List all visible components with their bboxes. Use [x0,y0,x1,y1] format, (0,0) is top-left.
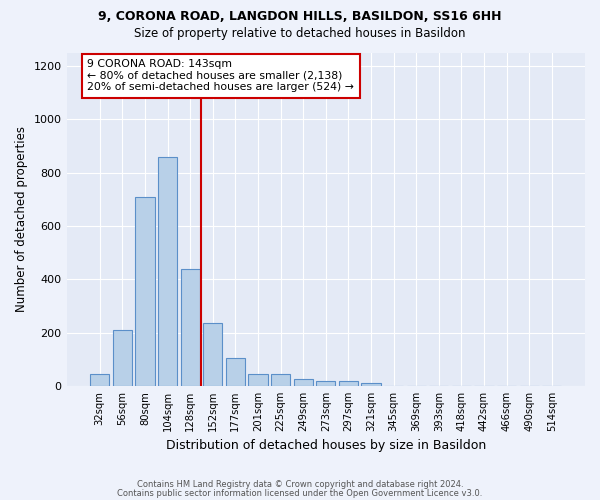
X-axis label: Distribution of detached houses by size in Basildon: Distribution of detached houses by size … [166,440,486,452]
Bar [136,196,155,386]
Text: Size of property relative to detached houses in Basildon: Size of property relative to detached ho… [134,28,466,40]
Bar [271,374,290,386]
Bar [113,330,132,386]
Bar [226,358,245,386]
Text: Contains public sector information licensed under the Open Government Licence v3: Contains public sector information licen… [118,489,482,498]
Bar [361,384,380,386]
Text: 9, CORONA ROAD, LANGDON HILLS, BASILDON, SS16 6HH: 9, CORONA ROAD, LANGDON HILLS, BASILDON,… [98,10,502,23]
Text: 9 CORONA ROAD: 143sqm
← 80% of detached houses are smaller (2,138)
20% of semi-d: 9 CORONA ROAD: 143sqm ← 80% of detached … [87,59,354,92]
Bar [293,380,313,386]
Bar [203,323,223,386]
Bar [181,268,200,386]
Bar [316,380,335,386]
Bar [339,380,358,386]
Bar [90,374,109,386]
Bar [248,374,268,386]
Text: Contains HM Land Registry data © Crown copyright and database right 2024.: Contains HM Land Registry data © Crown c… [137,480,463,489]
Bar [158,156,177,386]
Y-axis label: Number of detached properties: Number of detached properties [15,126,28,312]
